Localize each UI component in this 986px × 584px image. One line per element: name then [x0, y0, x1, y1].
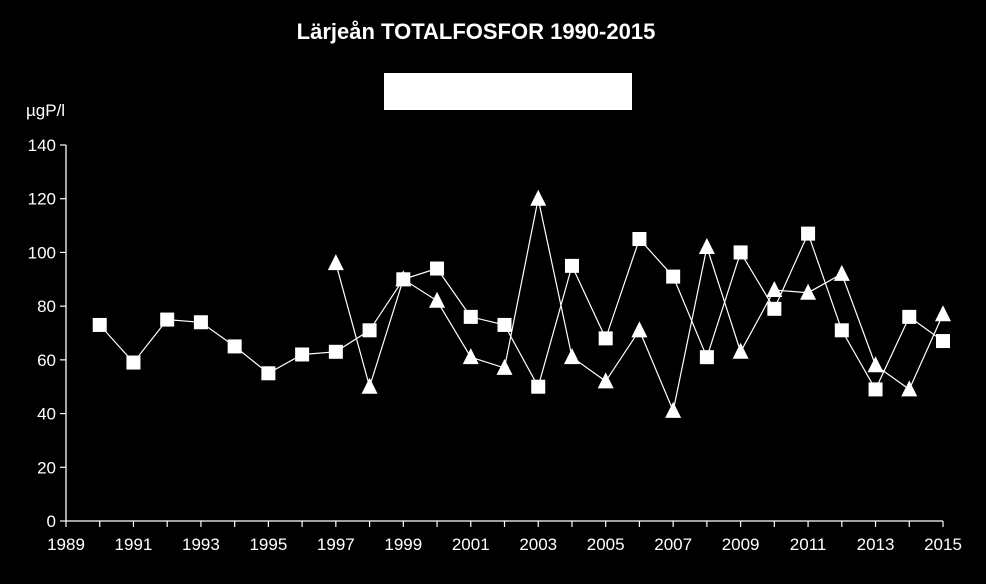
y-tick-label: 20	[37, 458, 56, 477]
axes	[60, 144, 944, 527]
series-2-point	[766, 281, 783, 298]
series-2-point	[395, 270, 412, 287]
series-1-point	[564, 258, 579, 273]
series-2-point	[496, 358, 513, 375]
series-2-point	[631, 321, 648, 338]
series-1-point	[261, 366, 276, 381]
x-tick-label: 1989	[47, 535, 85, 554]
x-tick-label: 1991	[115, 535, 153, 554]
series-1-point	[531, 379, 546, 394]
x-tick-label: 2007	[654, 535, 692, 554]
series-1-point	[92, 317, 107, 332]
series-2-point	[665, 401, 682, 418]
series-1-point	[160, 312, 175, 327]
x-tick-label: 1999	[384, 535, 422, 554]
series-1-point	[834, 323, 849, 338]
series-2-point	[698, 238, 715, 255]
x-tick-label: 2005	[587, 535, 625, 554]
legend-box	[384, 73, 632, 110]
y-tick-label: 0	[47, 512, 56, 531]
series-1-point	[497, 317, 512, 332]
series-2-point	[597, 372, 614, 389]
series-2-point	[361, 377, 378, 394]
series-1-point	[801, 226, 816, 241]
chart-title: Lärjeån TOTALFOSFOR 1990-2015	[297, 19, 656, 44]
series-1-point	[463, 309, 478, 324]
series-1-point	[126, 355, 141, 370]
series-2-point	[563, 348, 580, 365]
series-1-point	[767, 301, 782, 316]
series-2-point	[327, 254, 344, 271]
x-tick-label: 2015	[924, 535, 962, 554]
y-tick-label: 80	[37, 297, 56, 316]
series-2-point	[833, 264, 850, 281]
series-1-line	[99, 231, 944, 391]
series-1-point	[902, 309, 917, 324]
x-tick-label: 2009	[722, 535, 760, 554]
series-1-point	[362, 323, 377, 338]
series-2-point	[530, 189, 547, 206]
series-1-point	[699, 350, 714, 365]
series-1-point	[328, 344, 343, 359]
series-layer	[92, 189, 951, 418]
series-1-point	[936, 334, 950, 349]
series-2-point	[429, 291, 446, 308]
series-1-point	[632, 232, 647, 246]
x-tick-label: 2011	[790, 535, 827, 554]
series-2-point	[732, 342, 749, 359]
series-1-point	[193, 315, 208, 330]
series-2-point	[935, 305, 951, 322]
y-tick-label: 140	[28, 136, 56, 155]
series-1-point	[733, 245, 748, 260]
x-tick-label: 1997	[317, 535, 355, 554]
series-1-point	[295, 347, 310, 362]
y-tick-label: 60	[37, 351, 56, 370]
y-tick-label: 120	[28, 190, 56, 209]
series-1-point	[227, 339, 242, 354]
x-tick-label: 2013	[857, 535, 895, 554]
series-2-point	[867, 356, 884, 373]
series-1-point	[868, 382, 883, 397]
y-tick-label: 40	[37, 405, 56, 424]
x-tick-label: 1995	[249, 535, 287, 554]
tick-labels: 0 20 40 60 80 100 120 140 1989 1991 1993 1995 1997 19…	[28, 136, 962, 554]
y-tick-label: 100	[28, 243, 56, 262]
series-2-point	[462, 348, 479, 365]
x-tick-label: 2003	[519, 535, 557, 554]
x-tick-label: 1993	[182, 535, 220, 554]
series-2-line	[335, 198, 944, 413]
series-1-point	[666, 269, 681, 284]
series-1-point	[430, 261, 445, 276]
series-2-point	[901, 380, 918, 397]
y-axis-unit-label: µgP/l	[26, 101, 65, 120]
series-2-point	[800, 283, 817, 300]
series-1-point	[598, 331, 613, 346]
x-tick-label: 2001	[452, 535, 490, 554]
